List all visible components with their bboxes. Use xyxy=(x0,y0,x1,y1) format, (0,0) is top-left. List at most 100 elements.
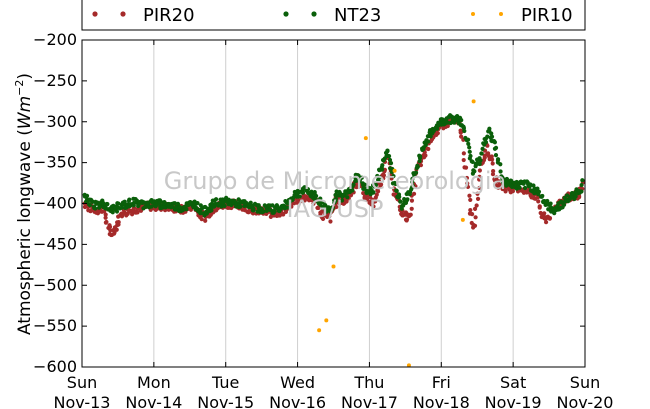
data-point xyxy=(116,201,121,206)
data-point xyxy=(371,204,376,209)
x-tick-label-date: Nov-15 xyxy=(197,393,254,409)
data-point xyxy=(579,189,584,194)
y-axis: −200 −250 −300 −350 −400 −450 −500 −550 −600 xyxy=(33,30,585,376)
data-point xyxy=(388,161,394,166)
data-point xyxy=(103,212,108,217)
data-point xyxy=(478,158,483,163)
data-point xyxy=(483,140,489,145)
data-point xyxy=(491,169,496,174)
data-point xyxy=(392,168,397,173)
data-point xyxy=(331,264,336,269)
data-point xyxy=(397,194,402,200)
data-point xyxy=(462,128,467,134)
x-tick-label-date: Nov-13 xyxy=(54,393,111,409)
data-point xyxy=(464,175,470,181)
data-point xyxy=(467,145,472,150)
x-tick-label-date: Nov-17 xyxy=(341,393,398,409)
data-point xyxy=(573,194,578,199)
data-point xyxy=(461,151,466,156)
data-point xyxy=(84,193,90,199)
data-point xyxy=(434,126,440,131)
data-point xyxy=(472,223,478,228)
data-point xyxy=(314,193,319,199)
legend-marker xyxy=(120,11,126,17)
data-point xyxy=(199,217,204,222)
data-point xyxy=(459,118,464,123)
data-point xyxy=(116,220,121,225)
data-point xyxy=(214,197,219,202)
data-point xyxy=(380,163,385,168)
watermark-text: Grupo de Micrometeorologia xyxy=(164,167,506,195)
data-point xyxy=(114,227,119,232)
data-point xyxy=(467,149,472,154)
data-point xyxy=(503,187,508,193)
y-axis-label: Atmospheric longwave (Wm−2) xyxy=(13,73,35,335)
data-point xyxy=(461,157,466,163)
data-point xyxy=(431,128,436,134)
data-point xyxy=(409,198,415,203)
data-point xyxy=(251,206,256,211)
data-point xyxy=(458,130,463,135)
data-point xyxy=(475,196,481,201)
data-point xyxy=(294,200,299,205)
data-point xyxy=(413,170,419,175)
x-tick-label-date: Nov-16 xyxy=(269,393,326,409)
x-tick-label-day: Fri xyxy=(432,373,451,392)
data-point xyxy=(504,183,509,188)
data-point xyxy=(489,134,495,139)
data-point xyxy=(496,179,501,184)
data-point xyxy=(297,194,302,199)
data-point xyxy=(317,328,322,333)
x-tick-label-day: Sun xyxy=(570,373,600,392)
data-point xyxy=(401,203,406,208)
data-point xyxy=(333,198,338,203)
data-point xyxy=(108,228,113,233)
data-point xyxy=(410,176,415,181)
data-point xyxy=(373,199,378,204)
data-point xyxy=(371,190,376,195)
x-tick-label-day: Wed xyxy=(280,373,315,392)
data-point xyxy=(472,169,477,174)
data-point xyxy=(320,216,326,222)
data-point xyxy=(351,182,356,187)
data-point xyxy=(285,205,290,210)
data-point xyxy=(580,178,585,183)
data-point xyxy=(460,217,465,222)
data-point xyxy=(467,193,472,198)
data-point xyxy=(409,206,414,211)
series-pir10 xyxy=(317,99,476,368)
data-point xyxy=(522,185,528,191)
data-point xyxy=(391,174,396,179)
data-point xyxy=(135,210,140,215)
data-point xyxy=(142,200,147,205)
legend-marker xyxy=(283,11,289,17)
data-point xyxy=(198,203,203,208)
y-tick-label: −350 xyxy=(33,153,77,172)
data-point xyxy=(111,231,117,236)
data-point xyxy=(172,201,177,206)
data-point xyxy=(126,198,132,203)
x-axis: SunNov-13MonNov-14TueNov-15WedNov-16ThuN… xyxy=(54,40,613,409)
data-point xyxy=(459,134,464,139)
data-point xyxy=(477,174,482,179)
data-point xyxy=(418,163,424,168)
data-point xyxy=(114,209,120,214)
data-point xyxy=(344,199,349,204)
data-point xyxy=(119,214,125,219)
data-point xyxy=(423,153,428,158)
data-point xyxy=(334,204,339,210)
data-point xyxy=(203,218,208,223)
data-point xyxy=(158,199,163,204)
data-point xyxy=(405,197,410,202)
data-point xyxy=(493,152,499,158)
data-point xyxy=(363,136,368,141)
data-point xyxy=(406,363,411,368)
data-point xyxy=(96,205,102,210)
data-point xyxy=(209,208,214,213)
data-point xyxy=(472,206,478,211)
data-point xyxy=(386,153,392,159)
data-point xyxy=(490,161,495,166)
data-point xyxy=(329,205,335,210)
y-axis-label-close: ) xyxy=(15,73,35,80)
